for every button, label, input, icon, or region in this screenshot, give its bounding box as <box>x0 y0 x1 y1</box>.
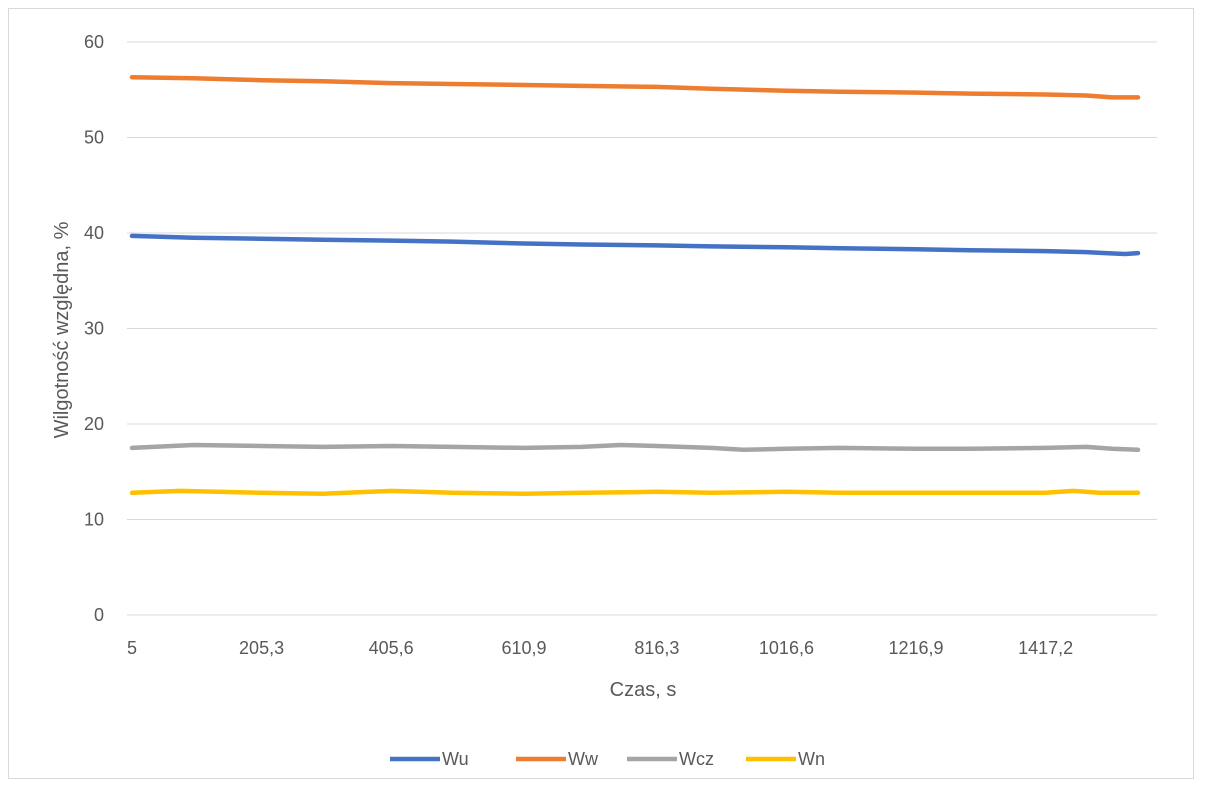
legend-label-wu: Wu <box>442 749 469 769</box>
y-tick-label: 40 <box>84 223 104 243</box>
y-tick-label: 0 <box>94 605 104 625</box>
x-tick-label: 1016,6 <box>759 638 814 658</box>
series-line-ww <box>129 75 1141 100</box>
chart-frame <box>8 8 1194 779</box>
x-tick-label: 610,9 <box>501 638 546 658</box>
x-tick-label: 1216,9 <box>889 638 944 658</box>
series-line-wn <box>129 488 1141 496</box>
y-tick-label: 30 <box>84 319 104 339</box>
legend-label-wcz: Wcz <box>679 749 714 769</box>
series-line-wu <box>129 233 1141 257</box>
series-line-wcz <box>129 442 1141 453</box>
y-axis-tick-labels: 0 10 20 30 40 50 60 <box>84 32 104 625</box>
x-tick-label: 205,3 <box>239 638 284 658</box>
legend-label-ww: Ww <box>568 749 599 769</box>
x-axis-title: Czas, s <box>610 679 677 701</box>
x-axis-tick-labels: 5 205,3 405,6 610,9 816,3 1016,6 1216,9 1417,2 <box>127 638 1073 658</box>
y-tick-label: 10 <box>84 510 104 530</box>
x-tick-label: 816,3 <box>634 638 679 658</box>
legend: Wu Ww Wcz Wn <box>390 749 825 769</box>
y-tick-label: 20 <box>84 414 104 434</box>
series-lines <box>129 75 1141 496</box>
y-tick-label: 50 <box>84 128 104 148</box>
x-tick-label: 1417,2 <box>1018 638 1073 658</box>
gridlines <box>127 41 1157 616</box>
y-tick-label: 60 <box>84 32 104 52</box>
y-axis-title: Wilgotność względna, % <box>51 221 73 438</box>
x-tick-label: 5 <box>127 638 137 658</box>
legend-label-wn: Wn <box>798 749 825 769</box>
x-tick-label: 405,6 <box>369 638 414 658</box>
